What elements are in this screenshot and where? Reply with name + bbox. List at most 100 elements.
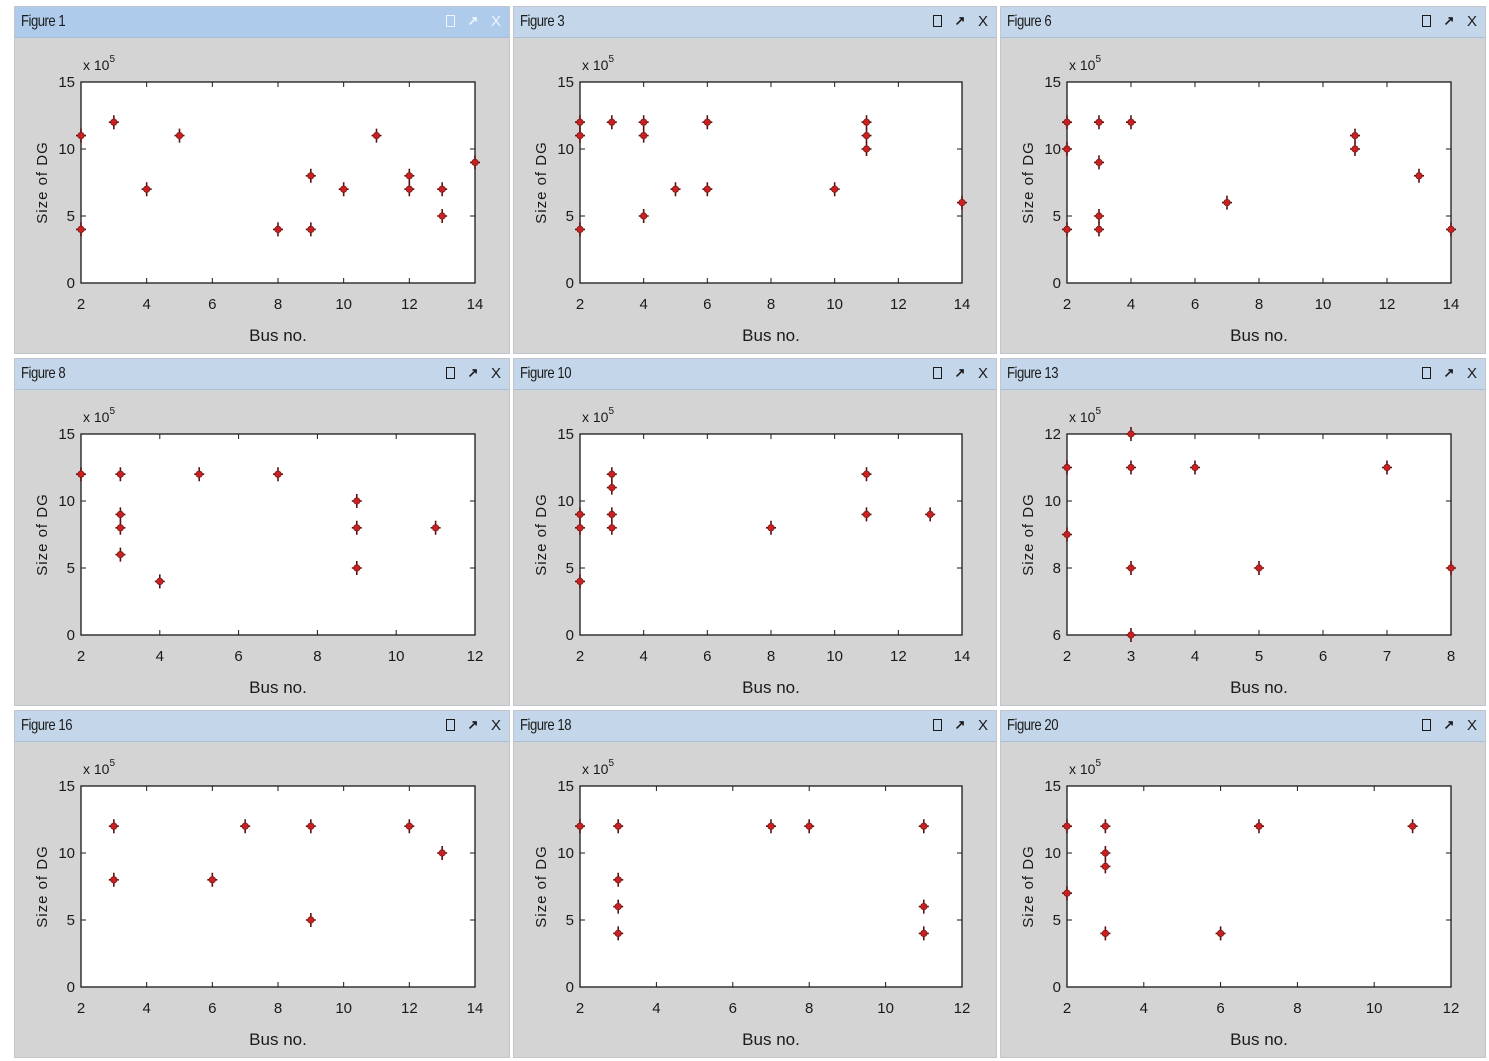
x-tick-label: 8 [274, 1000, 282, 1017]
y-tick-label: 0 [566, 275, 574, 292]
x-tick-label: 4 [156, 648, 164, 665]
undock-arrow-icon[interactable]: ↗ [1443, 717, 1455, 732]
undock-arrow-icon[interactable]: ↗ [467, 365, 479, 380]
close-icon[interactable]: X [490, 716, 501, 734]
data-point [76, 467, 86, 482]
x-tick-label: 10 [335, 296, 352, 313]
data-point [606, 520, 617, 535]
y-axis-label: Size of DG [34, 141, 51, 224]
y-multiplier: x 105 [582, 54, 614, 73]
undock-arrow-icon[interactable]: ↗ [954, 13, 966, 28]
y-tick-label: 5 [67, 912, 75, 929]
figure-titlebar[interactable]: Figure 8 ↗ X [15, 359, 509, 390]
dock-icon[interactable] [930, 715, 944, 735]
undock-arrow-icon[interactable]: ↗ [467, 13, 479, 28]
y-tick-label: 15 [1044, 778, 1061, 795]
x-tick-label: 8 [313, 648, 321, 665]
figure-titlebar[interactable]: Figure 18 ↗ X [514, 711, 996, 742]
dock-icon[interactable] [1419, 11, 1433, 31]
data-point [957, 195, 967, 210]
data-point [861, 142, 872, 156]
data-point [766, 819, 776, 834]
undock-arrow-icon[interactable]: ↗ [954, 717, 966, 732]
x-tick-label: 6 [729, 1000, 737, 1017]
data-point [1062, 222, 1072, 237]
undock-arrow-icon[interactable]: ↗ [1443, 365, 1455, 380]
data-point [115, 507, 126, 522]
x-tick-label: 12 [1443, 1000, 1460, 1017]
y-tick-label: 15 [58, 74, 75, 91]
figure-window[interactable]: Figure 13 ↗ X 2 3 4 5 6 7 8 6 8 10 12 x 105 Bus no. Size… [1000, 358, 1486, 706]
axes-box [80, 433, 476, 636]
close-icon[interactable]: X [490, 364, 501, 382]
close-icon[interactable]: X [490, 12, 501, 30]
figure-window[interactable]: Figure 10 ↗ X 2 4 6 8 10 12 14 0 5 10 15 x 105 Bus no. S… [513, 358, 997, 706]
y-tick-label: 15 [58, 778, 75, 795]
x-tick-label: 4 [1191, 648, 1199, 665]
figure-window[interactable]: Figure 18 ↗ X 2 4 6 8 10 12 0 5 10 15 x 105 Bus no. Siz… [513, 710, 997, 1058]
x-tick-label: 6 [208, 296, 216, 313]
data-point [108, 872, 119, 887]
data-point [1446, 222, 1456, 237]
scatter-plot: 2 4 6 8 10 12 14 0 5 10 15 x 105 Bus no. Size of DG [34, 758, 483, 1049]
data-point [1062, 886, 1072, 901]
close-icon[interactable]: X [977, 716, 988, 734]
data-point [613, 872, 624, 887]
axes-box [80, 81, 476, 284]
data-point [638, 115, 649, 130]
axes-box [579, 81, 963, 284]
x-tick-label: 6 [208, 1000, 216, 1017]
y-tick-label: 5 [566, 912, 574, 929]
close-icon[interactable]: X [977, 12, 988, 30]
figure-titlebar[interactable]: Figure 6 ↗ X [1001, 7, 1485, 38]
close-icon[interactable]: X [977, 364, 988, 382]
dock-icon[interactable] [443, 715, 457, 735]
close-icon[interactable]: X [1466, 716, 1477, 734]
data-point [1414, 168, 1424, 183]
x-tick-label: 10 [826, 296, 843, 313]
data-point [141, 182, 152, 197]
dock-icon[interactable] [443, 11, 457, 31]
data-point [1190, 460, 1200, 475]
data-point [575, 574, 585, 589]
figure-window[interactable]: Figure 3 ↗ X 2 4 6 8 10 12 14 0 5 10 15 x 105 Bus no. Si… [513, 6, 997, 354]
data-point [76, 128, 86, 143]
figure-titlebar[interactable]: Figure 13 ↗ X [1001, 359, 1485, 390]
figure-titlebar[interactable]: Figure 1 ↗ X [15, 7, 509, 38]
figure-window[interactable]: Figure 8 ↗ X 2 4 6 8 10 12 0 5 10 15 x 105 Bus no. Size… [14, 358, 510, 706]
dock-icon[interactable] [930, 11, 944, 31]
data-point [575, 819, 585, 834]
close-icon[interactable]: X [1466, 364, 1477, 382]
figure-titlebar[interactable]: Figure 3 ↗ X [514, 7, 996, 38]
data-point [575, 128, 585, 143]
figure-titlebar[interactable]: Figure 16 ↗ X [15, 711, 509, 742]
x-tick-label: 8 [767, 648, 775, 665]
figure-window[interactable]: Figure 1 ↗ X 2 4 6 8 10 12 14 0 5 10 15 x 105 Bus no. Si… [14, 6, 510, 354]
undock-arrow-icon[interactable]: ↗ [1443, 13, 1455, 28]
x-tick-label: 8 [1255, 296, 1263, 313]
dock-icon[interactable] [443, 363, 457, 383]
y-multiplier: x 105 [582, 758, 614, 777]
figure-titlebar[interactable]: Figure 20 ↗ X [1001, 711, 1485, 742]
figure-window[interactable]: Figure 20 ↗ X 2 4 6 8 10 12 0 5 10 15 x 105 Bus no. Siz… [1000, 710, 1486, 1058]
dock-icon[interactable] [930, 363, 944, 383]
data-point [240, 819, 251, 834]
dock-icon[interactable] [1419, 363, 1433, 383]
y-tick-label: 5 [1053, 912, 1061, 929]
close-icon[interactable]: X [1466, 12, 1477, 30]
data-point [1350, 128, 1360, 143]
figure-window[interactable]: Figure 6 ↗ X 2 4 6 8 10 12 14 0 5 10 15 x 105 Bus no. Si… [1000, 6, 1486, 354]
undock-arrow-icon[interactable]: ↗ [954, 365, 966, 380]
y-tick-label: 0 [67, 627, 75, 644]
y-multiplier: x 105 [83, 758, 115, 777]
figure-titlebar[interactable]: Figure 10 ↗ X [514, 359, 996, 390]
scatter-plot: 2 4 6 8 10 12 14 0 5 10 15 x 105 Bus no. Size of DG [533, 54, 970, 345]
dock-icon[interactable] [1419, 715, 1433, 735]
x-tick-label: 6 [234, 648, 242, 665]
data-point [918, 899, 929, 914]
data-point [108, 115, 119, 130]
data-point [115, 467, 126, 482]
figure-window[interactable]: Figure 16 ↗ X 2 4 6 8 10 12 14 0 5 10 15 x 105 Bus no. S… [14, 710, 510, 1058]
undock-arrow-icon[interactable]: ↗ [467, 717, 479, 732]
data-point [305, 819, 316, 834]
